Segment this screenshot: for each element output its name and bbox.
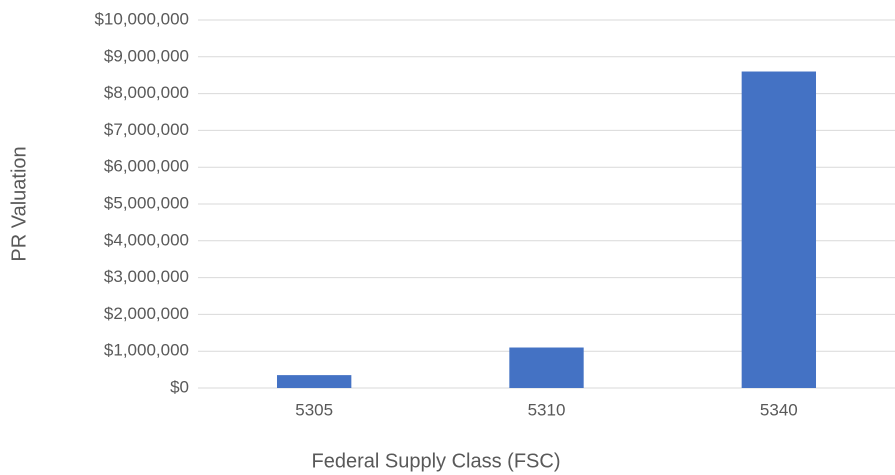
x-tick-label: 5340 [760,400,798,419]
y-tick-label: $2,000,000 [104,304,189,323]
bar [509,347,584,388]
y-tick-label: $6,000,000 [104,157,189,176]
x-axis-title: Federal Supply Class (FSC) [312,450,561,472]
y-tick-label: $10,000,000 [94,9,189,28]
x-tick-label: 5310 [528,400,566,419]
y-tick-label: $0 [170,377,189,396]
y-tick-label: $5,000,000 [104,193,189,212]
x-tick-label: 5305 [295,400,333,419]
y-tick-label: $3,000,000 [104,267,189,286]
y-tick-label: $8,000,000 [104,83,189,102]
bar [741,71,817,389]
y-tick-label: $1,000,000 [104,341,189,360]
y-tick-label: $9,000,000 [104,46,189,65]
bar [276,375,352,388]
y-tick-label: $7,000,000 [104,120,189,139]
y-axis-title: PR Valuation [8,146,30,261]
y-tick-label: $4,000,000 [104,230,189,249]
